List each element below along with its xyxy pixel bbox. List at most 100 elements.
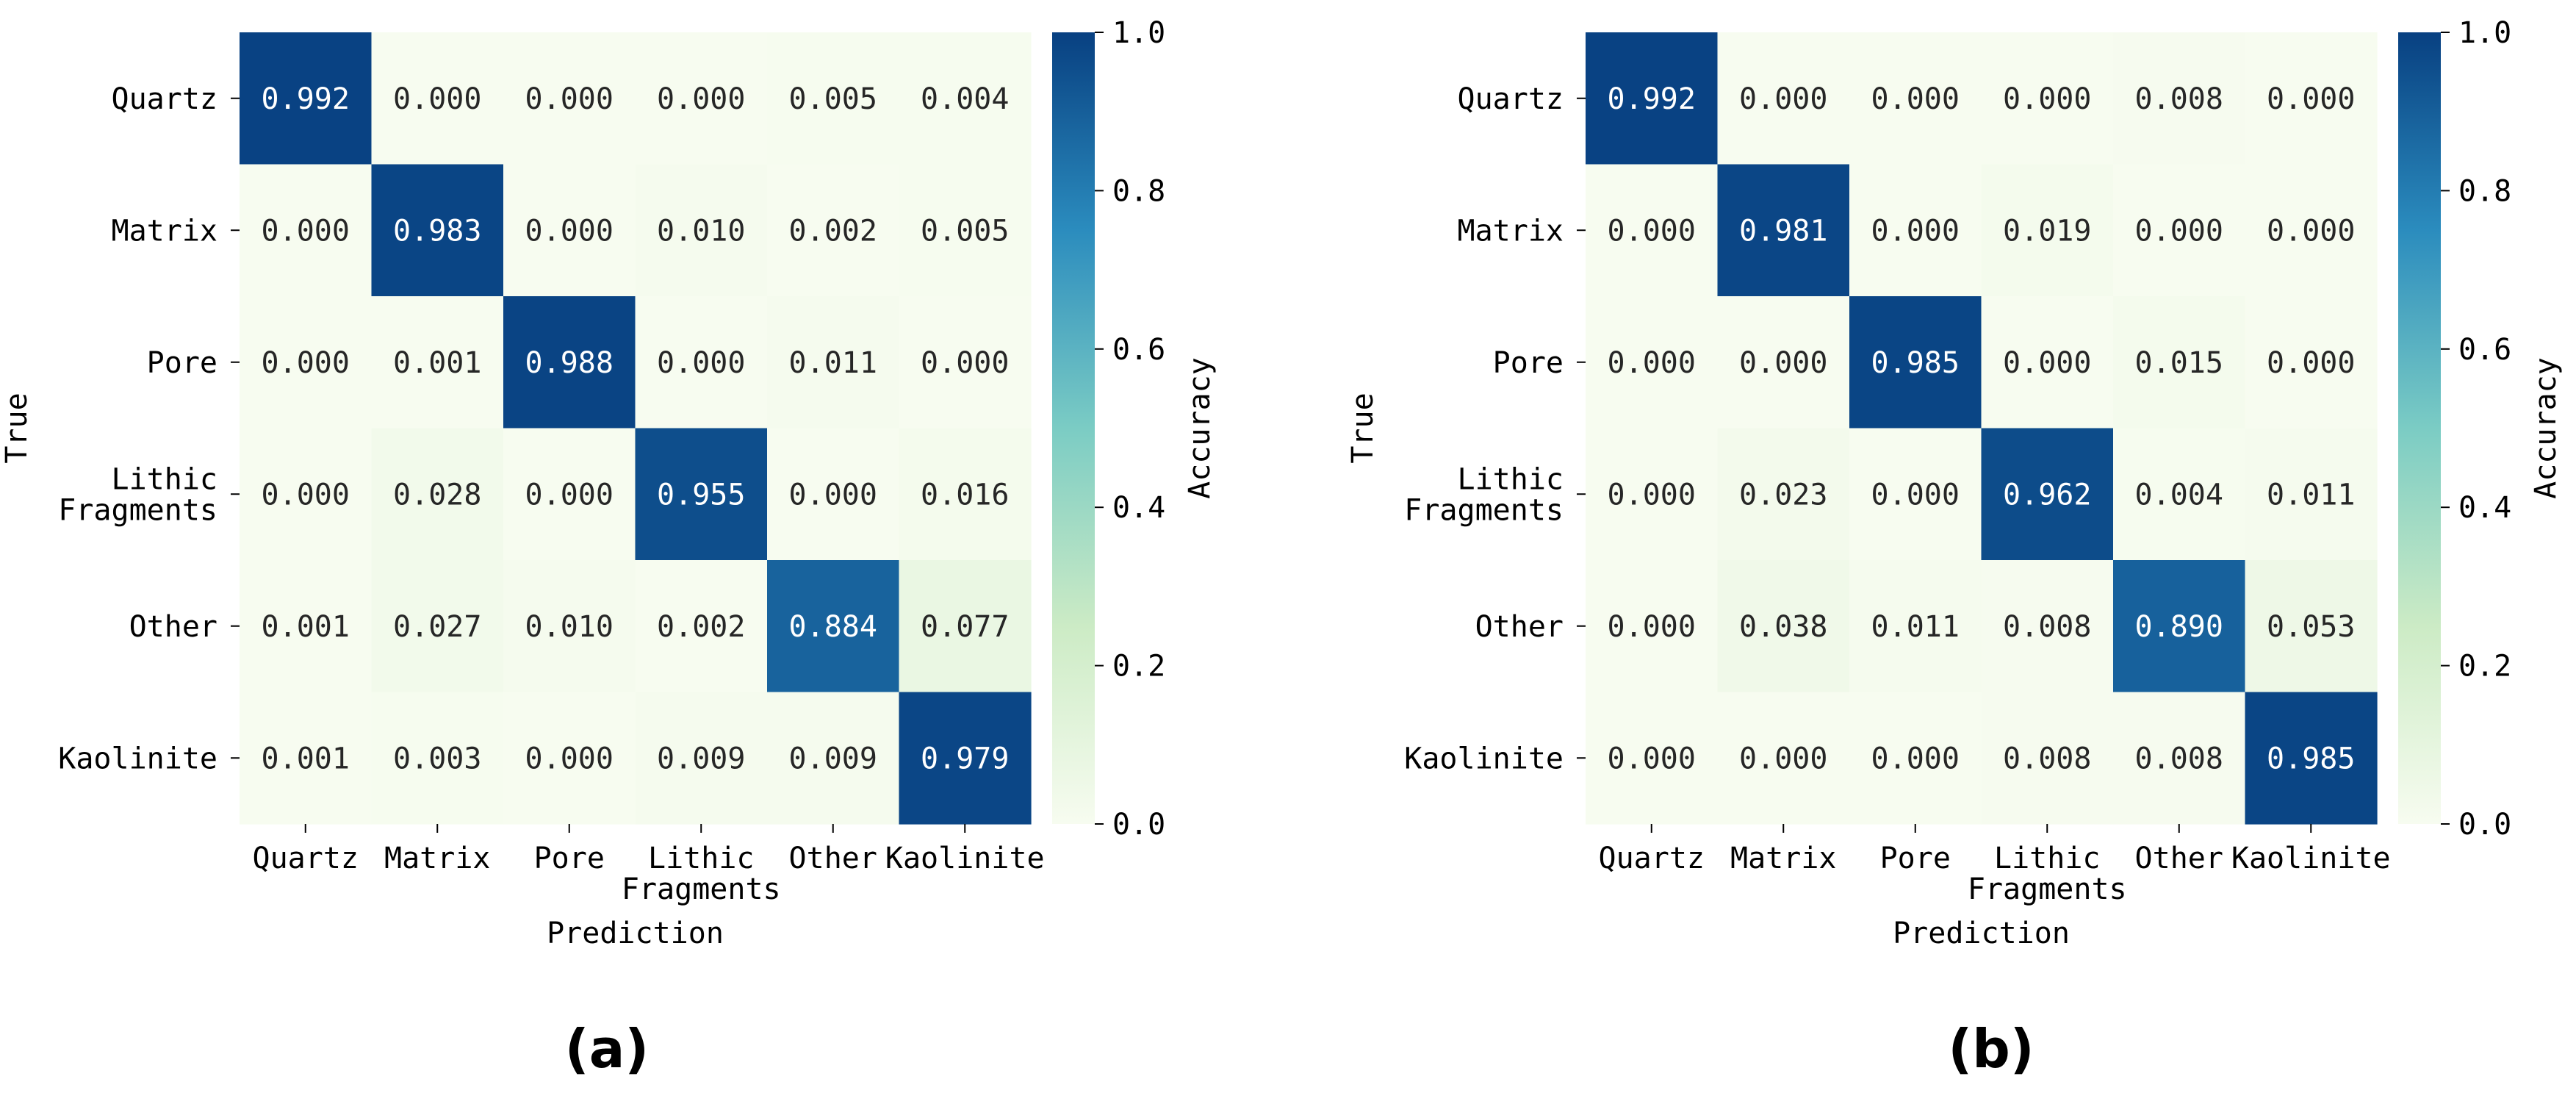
cell-value-label: 0.000 (525, 742, 614, 775)
cell-value-label: 0.000 (262, 346, 350, 380)
heatmap-cell (635, 164, 768, 297)
cell-value-label: 0.023 (1739, 478, 1827, 512)
cell-value-label: 0.011 (1871, 610, 1960, 644)
colorbar-title: Accuracy (2529, 357, 2563, 499)
cell-value-label: 0.015 (2135, 346, 2223, 380)
heatmap-cell (240, 560, 373, 693)
cell-value-label: 0.019 (2003, 214, 2091, 248)
heatmap-cell (1981, 428, 2114, 561)
colorbar-tick-label: 0.0 (1112, 808, 1165, 842)
heatmap-cell (371, 692, 504, 825)
heatmap-cell (635, 296, 768, 429)
heatmap-cell (767, 296, 900, 429)
heatmap-cell (1849, 428, 1982, 561)
heatmap-cell (2113, 428, 2246, 561)
cell-value-label: 0.992 (262, 82, 350, 116)
colorbar-tick-label: 1.0 (2458, 16, 2511, 50)
cell-value-label: 0.000 (657, 346, 745, 380)
x-tick-label: Matrix (384, 842, 491, 875)
heatmap-cell (635, 692, 768, 825)
x-axis-title: Prediction (547, 917, 724, 950)
colorbar-tick-label: 0.8 (2458, 174, 2511, 208)
heatmap-cell (635, 32, 768, 165)
cell-value-label: 0.003 (393, 742, 481, 775)
heatmap-cell (503, 296, 636, 429)
colorbar (2398, 32, 2441, 824)
y-axis-title: True (1346, 393, 1380, 463)
cell-value-label: 0.000 (1608, 214, 1696, 248)
cell-value-label: 0.000 (1871, 478, 1960, 512)
cell-value-label: 0.000 (1739, 742, 1827, 775)
x-tick-label: Matrix (1730, 842, 1837, 875)
panel-label: (b) (1948, 1018, 2034, 1080)
colorbar-tick-label: 0.2 (2458, 650, 2511, 684)
y-tick-label: Matrix (1458, 214, 1564, 248)
y-tick-label: Lithic Fragments (1404, 462, 1564, 527)
cell-value-label: 0.000 (2267, 346, 2355, 380)
cell-value-label: 0.008 (2135, 82, 2223, 116)
heatmap-cell (1586, 164, 1719, 297)
heatmap-cell (1717, 560, 1850, 693)
heatmap-cell (1717, 296, 1850, 429)
heatmap-cell (371, 428, 504, 561)
heatmap-cell (767, 164, 900, 297)
colorbar-tick-label: 0.8 (1112, 174, 1165, 208)
y-tick-label: Quartz (1458, 82, 1564, 116)
cell-value-label: 0.009 (789, 742, 877, 775)
cell-value-label: 0.000 (525, 82, 614, 116)
x-tick-label: Lithic Fragments (622, 842, 781, 906)
heatmap-cell (899, 32, 1032, 165)
cell-value-label: 0.010 (525, 610, 614, 644)
x-tick-label: Other (789, 842, 877, 875)
cell-value-label: 0.000 (2267, 82, 2355, 116)
heatmap-cell (767, 32, 900, 165)
cell-value-label: 0.005 (921, 214, 1009, 248)
heatmap-cell (1981, 692, 2114, 825)
heatmap-cell (1586, 560, 1719, 693)
cell-value-label: 0.011 (2267, 478, 2355, 512)
cell-value-label: 0.988 (525, 346, 614, 380)
cell-value-label: 0.000 (525, 478, 614, 512)
panel-label: (a) (565, 1018, 649, 1080)
x-tick-label: Pore (534, 842, 605, 875)
heatmap-cell (1981, 32, 2114, 165)
heatmap-cell (635, 428, 768, 561)
heatmap-cell (2113, 164, 2246, 297)
heatmap-cell (2245, 164, 2378, 297)
heatmap-cell (1981, 164, 2114, 297)
cell-value-label: 0.001 (262, 742, 350, 775)
cell-value-label: 0.000 (1608, 610, 1696, 644)
heatmap-cell (371, 296, 504, 429)
heatmap-cell (2245, 296, 2378, 429)
heatmap-cell (371, 32, 504, 165)
heatmap-cell (2245, 560, 2378, 693)
y-tick-label: Other (1475, 610, 1564, 644)
heatmap-cell (767, 560, 900, 693)
x-tick-label: Kaolinite (2231, 842, 2391, 875)
cell-value-label: 0.010 (657, 214, 745, 248)
heatmap-cell (1717, 428, 1850, 561)
cell-value-label: 0.004 (2135, 478, 2223, 512)
heatmap-cell (503, 32, 636, 165)
heatmap-cell (1717, 692, 1850, 825)
cell-value-label: 0.000 (1871, 82, 1960, 116)
cell-value-label: 0.979 (921, 742, 1009, 775)
heatmap-cell (371, 560, 504, 693)
y-tick-label: Matrix (112, 214, 218, 248)
cell-value-label: 0.028 (393, 478, 481, 512)
heatmap-cell (503, 560, 636, 693)
cell-value-label: 0.016 (921, 478, 1009, 512)
cell-value-label: 0.983 (393, 214, 481, 248)
y-tick-label: Kaolinite (1404, 742, 1564, 775)
cell-value-label: 0.000 (921, 346, 1009, 380)
cell-value-label: 0.000 (1608, 478, 1696, 512)
cell-value-label: 0.004 (921, 82, 1009, 116)
colorbar (1052, 32, 1095, 824)
cell-value-label: 0.000 (1739, 82, 1827, 116)
cell-value-label: 0.027 (393, 610, 481, 644)
cell-value-label: 0.005 (789, 82, 877, 116)
y-tick-label: Pore (147, 346, 217, 380)
cell-value-label: 0.000 (1608, 346, 1696, 380)
heatmap-cell (1586, 32, 1719, 165)
